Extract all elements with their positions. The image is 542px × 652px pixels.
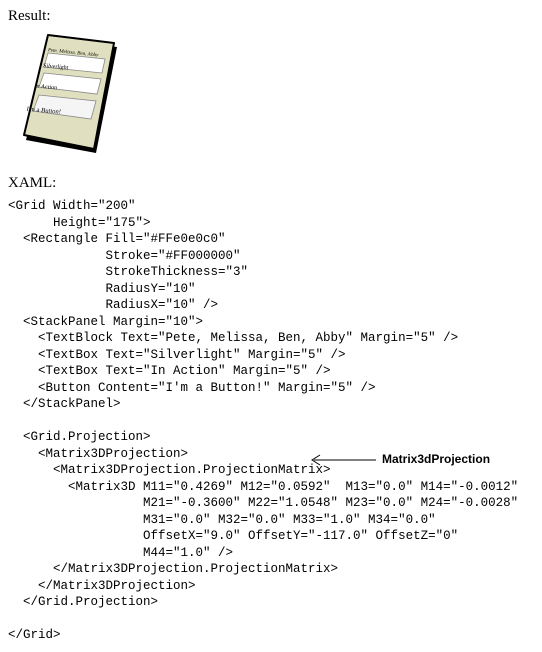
annotation-arrow	[308, 453, 378, 467]
result-label: Result:	[8, 8, 534, 25]
xaml-label: XAML:	[8, 175, 534, 192]
result-image: Pete, Melissa, Ben, Abby Silverlight In …	[14, 31, 124, 161]
xaml-code: <Grid Width="200" Height="175"> <Rectang…	[8, 198, 534, 644]
code-block-container: <Grid Width="200" Height="175"> <Rectang…	[8, 198, 534, 644]
projected-panel-svg: Pete, Melissa, Ben, Abby Silverlight In …	[18, 31, 128, 161]
annotation-label: Matrix3dProjection	[382, 452, 490, 466]
